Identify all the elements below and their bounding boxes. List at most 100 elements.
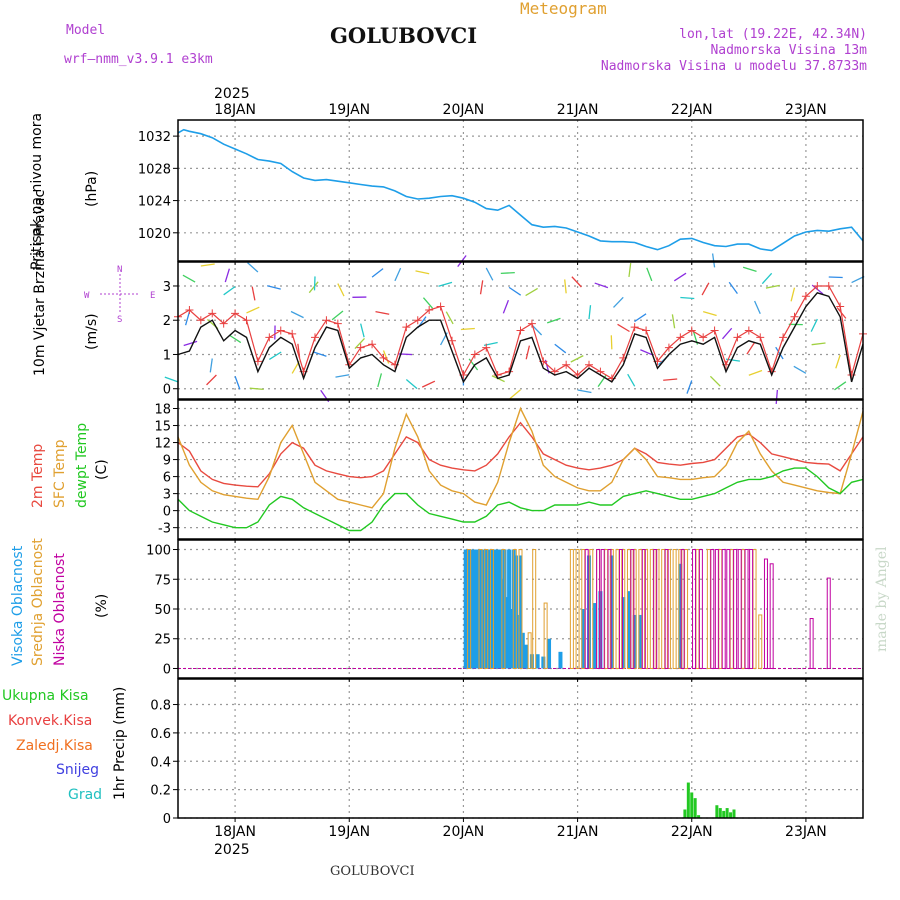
wind-arrow (671, 314, 676, 329)
y-tick-label: 1032 (138, 130, 171, 145)
cloud-mid-bar (489, 549, 494, 669)
wind-gust-marker (482, 343, 491, 352)
wind-gust-marker (824, 281, 833, 290)
wind-arrow (335, 374, 350, 378)
t2m-line (177, 421, 864, 488)
wind-arrow (765, 284, 780, 289)
wind-gust-marker (253, 357, 262, 366)
wind-arrow (663, 378, 678, 381)
wind-gust-marker (288, 329, 297, 338)
y-tick-label: 3 (163, 488, 171, 503)
wind-arrow (290, 310, 304, 319)
cloud-mid-bar (678, 549, 683, 669)
cloud-mid-bar (478, 549, 483, 669)
wind-arrow (594, 282, 609, 289)
cloud-high-bar (638, 614, 643, 669)
y-tick-label: 25 (154, 633, 171, 648)
cloud-high-bar (463, 549, 468, 669)
wind-arrow (312, 351, 327, 357)
cloud-mid-bar (512, 549, 517, 669)
wind-arrow (746, 342, 756, 355)
wind-arrow (790, 287, 796, 302)
wind-gust-marker (676, 333, 685, 342)
wind-arrow (360, 323, 365, 338)
grid-lines (178, 120, 863, 819)
wind-gust-marker (801, 292, 810, 301)
wind-gust-marker (425, 305, 434, 314)
wind-arrow (613, 296, 624, 308)
cloud-mid-bar (604, 549, 609, 669)
wind-arrow (313, 276, 316, 291)
elevation-text: Nadmorska Visina 13m (710, 43, 867, 58)
cloud-low-bar (641, 549, 646, 669)
wind-arrow (405, 379, 418, 390)
cloud-mid-bar (718, 549, 723, 669)
wind-arrow (509, 389, 521, 400)
wind-gust-marker (322, 316, 331, 325)
wind-gust-marker (276, 326, 285, 335)
cloud-mid-bar (575, 549, 580, 669)
cloud-mid-bar (589, 549, 594, 669)
x-date-label-top: 21JAN (557, 102, 599, 118)
compass-east: E (150, 291, 155, 301)
cloud-unit-label: (%) (94, 594, 110, 618)
cloud-low-bar (809, 618, 814, 669)
x-date-label-bottom: 19JAN (328, 824, 370, 840)
cloud-high-bar (524, 644, 529, 669)
y-tick-label: 0.4 (150, 755, 171, 770)
cloud-low-bar (749, 549, 754, 669)
wind-gust-marker (356, 343, 365, 352)
wind-gust-marker (368, 340, 377, 349)
cloud-high-bar (529, 654, 534, 669)
wind-arrow (702, 311, 717, 317)
wind-arrow (531, 324, 543, 336)
cloud-high-bar (509, 609, 514, 669)
wind-arrow (564, 279, 567, 294)
wind-arrow (673, 272, 687, 282)
dewpt-label: dewpt Temp (74, 423, 90, 508)
wind-arrow (775, 389, 779, 404)
wind-arrow (508, 286, 522, 296)
cloud-mid-bar (644, 549, 649, 669)
cloud-low-bar (721, 549, 726, 669)
cloud-low-bar (763, 558, 768, 669)
wind-gust-marker (242, 316, 251, 325)
sfc-temp-label: SFC Temp (52, 439, 68, 508)
year-label-top: 2025 (214, 86, 250, 102)
cloud-high-bar (541, 656, 546, 669)
compass-south: S (117, 315, 122, 325)
wind-arrow (468, 358, 479, 371)
cloud-low-bar (630, 549, 635, 669)
cloud-high-bar (678, 563, 683, 669)
cloud-mid-bar (684, 549, 689, 669)
cloud-mid-bar (484, 549, 489, 669)
wind-gust-marker (516, 326, 525, 335)
wind-arrow (610, 335, 613, 350)
cloud-mid-bar (467, 549, 472, 669)
wind-arrow (577, 389, 592, 394)
pressure-line (177, 128, 864, 252)
wind-gust-marker (733, 333, 742, 342)
cloud-high-bar (518, 555, 523, 669)
x-date-label-bottom: 23JAN (785, 824, 827, 840)
cloud-mid-bar (569, 549, 574, 669)
wind-gust-marker (687, 326, 696, 335)
cloud-high-bar (484, 549, 489, 669)
cloud-high-bar (475, 549, 480, 669)
wind-gust-marker (836, 302, 845, 311)
cloud-mid-bar (527, 632, 532, 669)
cloud-mid-label: Srednja Oblacnost (30, 538, 46, 666)
y-tick-label: 2 (163, 314, 171, 329)
wind-arrow (617, 323, 630, 333)
cloud-low-label: Niska Oblacnost (52, 553, 68, 666)
cloud-mid-bar (649, 549, 654, 669)
cloud-high-bar (493, 549, 498, 669)
y-tick-label: 18 (154, 403, 171, 418)
dewpoint-line (177, 467, 864, 532)
cloud-high-bar (472, 549, 477, 669)
y-tick-label: 0 (163, 505, 171, 520)
wind-arrow (834, 381, 847, 391)
wind-arrow (571, 276, 582, 288)
precip-total-bar (715, 805, 719, 818)
precip-total-bar (718, 808, 722, 818)
